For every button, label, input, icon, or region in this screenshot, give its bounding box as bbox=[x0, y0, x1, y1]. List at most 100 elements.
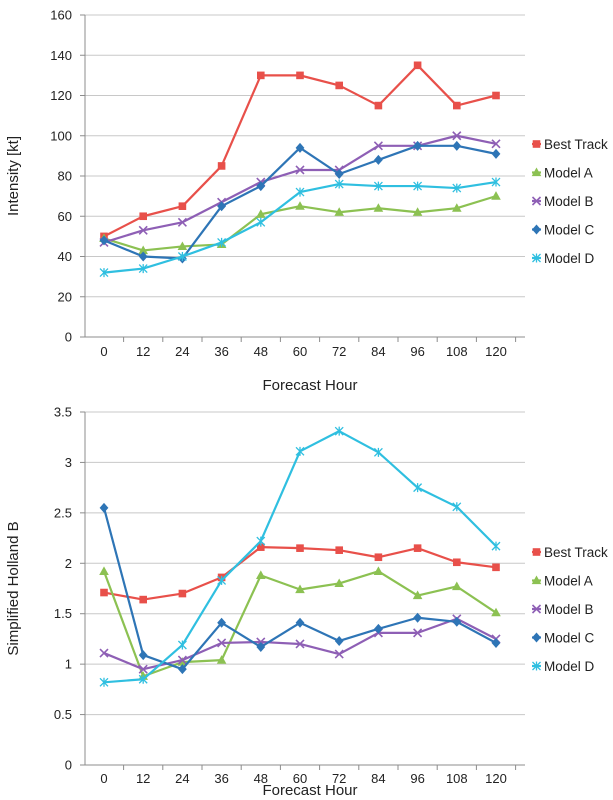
chart1-series-model-d bbox=[99, 177, 501, 278]
chart2-series-model-c-point bbox=[413, 612, 422, 623]
chart1-series-model-d-point bbox=[373, 181, 383, 191]
chart2-series-best-track-point bbox=[492, 563, 500, 572]
chart1-series-model-a-point bbox=[452, 203, 462, 212]
chart2-y-axis-title: Simplified Holland B bbox=[5, 521, 22, 655]
chart2-series-model-d-point bbox=[491, 541, 501, 551]
chart1-series-model-b-point bbox=[138, 225, 148, 235]
chart2-legend-item: Model C bbox=[532, 631, 595, 646]
chart1-y-tick-label: 20 bbox=[58, 289, 72, 304]
chart1-y-tick-label: 80 bbox=[58, 169, 72, 184]
chart1-series-model-c-point bbox=[374, 154, 383, 165]
chart1-series-model-a-point bbox=[295, 201, 305, 210]
chart2-x-tick-label: 120 bbox=[485, 771, 507, 786]
chart2-series-best-track-point bbox=[335, 546, 343, 554]
chart1-x-tick-label: 12 bbox=[136, 344, 150, 359]
chart2-series-best-track bbox=[100, 543, 500, 604]
chart1-x-tick-label: 36 bbox=[214, 344, 228, 359]
chart1-series-model-a-point bbox=[412, 207, 423, 216]
chart2-y-tick-label: 0 bbox=[65, 758, 72, 773]
chart2-series-model-c-point bbox=[178, 664, 187, 675]
chart1-series-best-track-point bbox=[257, 71, 265, 80]
chart1-y-tick-label: 140 bbox=[50, 48, 72, 63]
chart1-legend-label: Model A bbox=[544, 166, 593, 181]
chart1-series-model-d-point bbox=[452, 183, 462, 193]
chart2-series-model-d-point bbox=[138, 674, 148, 684]
chart2-series-model-a-point bbox=[412, 590, 423, 600]
chart1-legend-swatch-marker bbox=[531, 196, 542, 206]
chart2-legend-item: Model D bbox=[532, 659, 595, 674]
chart1-legend: Best Track Model A Model B Model C Model D bbox=[531, 137, 608, 266]
chart1-series-model-d-point bbox=[256, 217, 266, 227]
chart2-legend-label: Model C bbox=[544, 631, 595, 646]
chart1-y-tick-label: 40 bbox=[58, 249, 72, 264]
chart2-series-best-track-point bbox=[296, 544, 304, 552]
chart1-series-model-b-point bbox=[373, 141, 383, 151]
chart2-legend-label: Model D bbox=[544, 659, 595, 674]
chart2-series-model-d bbox=[99, 426, 501, 687]
chart1-series-model-c-point bbox=[452, 140, 462, 151]
chart2-x-tick-label: 24 bbox=[175, 771, 189, 786]
chart1-series-best-track-point bbox=[139, 212, 147, 221]
chart1-series-model-a-point bbox=[334, 207, 344, 216]
chart1-x-tick-label: 108 bbox=[446, 344, 468, 359]
chart2-series-model-a-point bbox=[256, 570, 266, 579]
chart2-series-model-b-point bbox=[334, 649, 344, 659]
chart2-series-model-d-point bbox=[256, 536, 266, 546]
chart1-series-best-track-point bbox=[492, 91, 500, 100]
chart2-series-model-a-point bbox=[373, 566, 384, 575]
chart1-series-best-track-point bbox=[217, 162, 226, 170]
chart1-legend-item: Model B bbox=[531, 194, 594, 209]
chart1-series-model-d-point bbox=[177, 252, 187, 261]
chart2-series-model-c-point bbox=[491, 637, 501, 648]
chart1-legend-label: Model B bbox=[544, 194, 594, 209]
chart2-legend-label: Model A bbox=[544, 574, 593, 589]
chart2-legend-label: Model B bbox=[544, 602, 594, 617]
chart2-series-model-c-point bbox=[334, 635, 344, 646]
chart1-y-axis-title: Intensity [kt] bbox=[5, 136, 22, 216]
chart2-legend: Best Track Model A Model B Model C Model D bbox=[531, 545, 608, 674]
chart2-x-tick-label: 48 bbox=[254, 771, 268, 786]
chart1-x-tick-label: 72 bbox=[332, 344, 346, 359]
chart1-series-model-b-point bbox=[491, 139, 501, 149]
chart2-series-model-b-point bbox=[177, 655, 187, 665]
chart1-series-best-track-point bbox=[296, 71, 304, 80]
chart1-series-model-b-point bbox=[452, 131, 462, 141]
chart2-series-model-c-point bbox=[374, 623, 383, 634]
chart2-legend-swatch-marker bbox=[532, 661, 541, 671]
chart2-series-model-b-point bbox=[413, 628, 423, 638]
chart2-x-tick-label: 12 bbox=[136, 771, 150, 786]
chart2-legend-swatch-marker bbox=[531, 604, 542, 614]
chart2-series-model-c-point bbox=[452, 616, 462, 627]
chart1-legend-label: Model C bbox=[544, 223, 595, 238]
chart1-y-tick-label: 100 bbox=[50, 128, 72, 143]
chart1-x-axis-title: Forecast Hour bbox=[262, 377, 357, 394]
chart2-x-tick-label: 108 bbox=[446, 771, 468, 786]
chart2-series-best-track-point bbox=[413, 544, 422, 552]
chart1-legend-label: Model D bbox=[544, 251, 595, 266]
chart2-legend-label: Best Track bbox=[544, 545, 608, 560]
chart2-y-tick-label: 0.5 bbox=[54, 707, 72, 722]
chart2-series-model-d-point bbox=[373, 447, 383, 457]
chart1-series-model-b-point bbox=[295, 165, 305, 175]
chart2-series-model-c-point bbox=[217, 617, 226, 628]
chart2-y-tick-label: 1.5 bbox=[54, 606, 72, 621]
chart2-series-model-a-point bbox=[99, 566, 109, 575]
chart1-series-model-c-point bbox=[256, 181, 266, 192]
chart2-legend-swatch-marker bbox=[531, 575, 542, 585]
chart2-series-model-d-point bbox=[177, 640, 187, 650]
chart1-series-model-c-point bbox=[138, 251, 148, 262]
chart2-x-tick-label: 0 bbox=[100, 771, 107, 786]
chart2-legend-item: Model A bbox=[531, 574, 593, 589]
chart2-x-tick-label: 36 bbox=[214, 771, 228, 786]
chart2-y-tick-label: 1 bbox=[65, 657, 72, 672]
chart1-y-tick-label: 120 bbox=[50, 88, 72, 103]
chart1-x-tick-label: 84 bbox=[371, 344, 385, 359]
chart1-series-model-c-point bbox=[217, 201, 226, 212]
chart1-legend-label: Best Track bbox=[544, 137, 608, 152]
chart1-series-model-c-point bbox=[413, 140, 422, 151]
chart1-series-best-track-point bbox=[453, 101, 461, 110]
chart2-x-tick-label: 96 bbox=[410, 771, 424, 786]
chart2-series-model-d-point bbox=[99, 677, 109, 687]
chart1-x-tick-label: 96 bbox=[410, 344, 424, 359]
